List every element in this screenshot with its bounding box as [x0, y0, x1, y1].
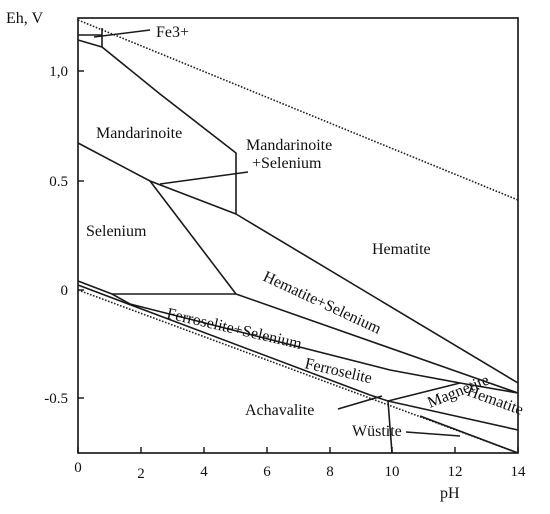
achavalite-label: Achavalite — [245, 402, 314, 419]
y-tick-labels: 1,0 0.5 0 -0.5 — [44, 64, 68, 407]
x-tick-label: 0 — [74, 460, 82, 476]
mandarinoite-label: Mandarinoite — [96, 125, 182, 142]
axis-ticks — [77, 70, 519, 453]
achavalite-wustite-boundary — [387, 400, 393, 454]
water-upper-boundary — [77, 19, 519, 201]
x-axis-label: pH — [440, 485, 460, 502]
x-tick-label: 8 — [326, 464, 334, 480]
mandarinoite-selenium-label: Mandarinoite — [246, 137, 332, 154]
hematite-selenium-label: Hematite+Selenium — [260, 268, 384, 338]
x-tick-labels: 0 2 4 6 8 10 12 14 — [74, 460, 526, 482]
y-tick-label: 0.5 — [49, 174, 68, 190]
mandarinoite-selenium-label: +Selenium — [252, 155, 322, 172]
x-tick-label: 12 — [448, 464, 463, 480]
hematite-label: Hematite — [372, 241, 431, 258]
fe3-leader — [93, 29, 151, 38]
y-tick-label: 1,0 — [49, 64, 68, 80]
selenium-label: Selenium — [86, 223, 147, 240]
ferroselite-selenium-top-boundary — [77, 280, 236, 295]
x-tick-label: 2 — [137, 466, 145, 482]
leader-lines — [93, 29, 461, 437]
ferroselite-selenium-label: Ferroselite+Selenium — [165, 305, 304, 353]
magnetite-lower-boundary — [419, 415, 519, 454]
ferroselite-upper-boundary — [111, 293, 519, 394]
hematite-selenium-upper-boundary — [77, 142, 519, 384]
wustite-leader — [405, 431, 461, 437]
magnetite-upper-boundary — [387, 400, 519, 431]
achavalite-leader — [337, 395, 383, 410]
mandarinoite-selenium-leader — [159, 171, 249, 185]
y-tick-label: 0 — [61, 283, 69, 299]
x-tick-label: 14 — [511, 464, 527, 480]
ferroselite-lower-boundary — [77, 284, 371, 396]
x-tick-label: 4 — [200, 464, 208, 480]
y-tick-label: -0.5 — [44, 391, 68, 407]
y-axis-label: Eh, V — [6, 10, 43, 27]
region-labels: Fe3+ Mandarinoite Mandarinoite +Selenium… — [86, 24, 526, 440]
selenium-hematite-boundary — [149, 180, 237, 295]
x-tick-label: 6 — [263, 464, 271, 480]
x-tick-label: 10 — [385, 464, 400, 480]
hematite-selenium-lower-boundary — [235, 293, 519, 394]
plot-frame — [77, 17, 519, 454]
fe3-label: Fe3+ — [156, 24, 189, 41]
wustite-label: Wüstite — [352, 423, 402, 440]
